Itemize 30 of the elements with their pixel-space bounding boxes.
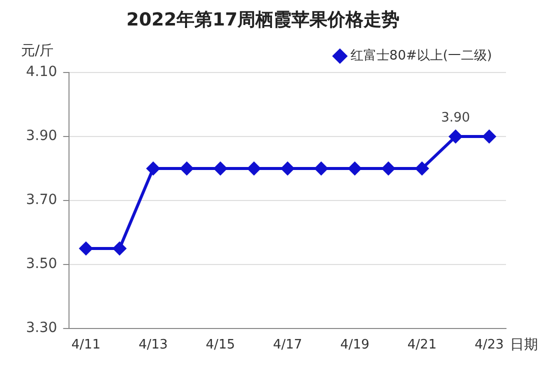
chart-title: 2022年第17周栖霞苹果价格走势 xyxy=(126,9,400,30)
y-tick-label: 4.10 xyxy=(26,64,58,80)
legend-label: 红富士80#以上(一二级) xyxy=(350,47,492,64)
point xyxy=(348,162,362,176)
point xyxy=(281,162,294,176)
x-tick-label: 4/21 xyxy=(407,338,437,353)
point xyxy=(314,162,328,176)
x-tick-label: 4/13 xyxy=(138,338,168,353)
point xyxy=(247,162,260,176)
data-label: 3.90 xyxy=(441,110,470,126)
x-tick-label: 4/15 xyxy=(206,338,235,353)
x-axis-title: 日期 xyxy=(510,337,538,354)
point xyxy=(482,130,496,144)
point xyxy=(382,162,395,176)
point xyxy=(146,162,160,176)
point xyxy=(415,162,428,176)
point xyxy=(180,162,194,176)
y-axis-title: 元/斤 xyxy=(20,43,54,60)
x-tick-label: 4/23 xyxy=(474,338,504,353)
y-tick-label: 3.90 xyxy=(26,128,58,144)
x-tick-label: 4/11 xyxy=(71,338,101,353)
y-tick-label: 3.70 xyxy=(26,192,58,208)
point xyxy=(79,242,92,255)
x-tick-label: 4/19 xyxy=(340,338,370,353)
y-tick-label: 3.30 xyxy=(26,320,58,336)
point xyxy=(113,242,126,255)
x-tick-label: 4/17 xyxy=(272,338,302,353)
point xyxy=(214,162,227,176)
y-tick-label: 3.50 xyxy=(26,256,58,272)
point xyxy=(449,130,462,144)
